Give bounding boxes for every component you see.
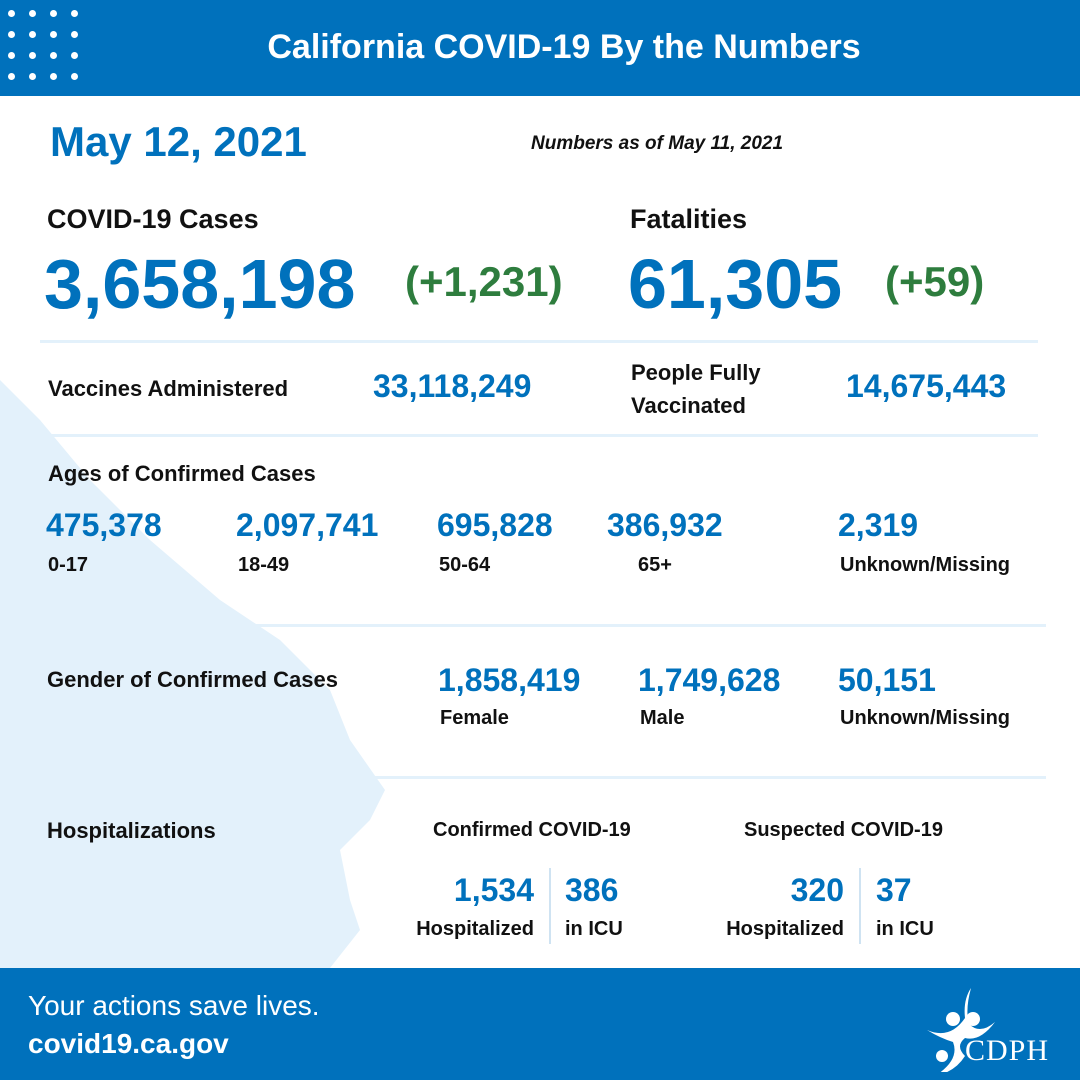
separator xyxy=(549,868,551,944)
vaccines-label: Vaccines Administered xyxy=(48,376,289,401)
suspected-icu-label: in ICU xyxy=(876,918,934,940)
dot xyxy=(50,52,57,59)
gender-label: Unknown/Missing xyxy=(840,707,1010,729)
fully-vaccinated-value: 14,675,443 xyxy=(846,368,1007,404)
ages-label: 18-49 xyxy=(238,554,290,576)
dot xyxy=(71,52,78,59)
footer-tagline: Your actions save lives. xyxy=(28,990,320,1021)
confirmed-hospitalized: 1,534 xyxy=(453,872,534,908)
cases-label: COVID-19 Cases xyxy=(47,204,259,234)
footer-url[interactable]: covid19.ca.gov xyxy=(28,1028,229,1059)
ages-value: 386,932 xyxy=(607,507,723,543)
cases-change: (+1,231) xyxy=(405,258,563,305)
ages-value: 2,319 xyxy=(838,507,919,543)
cdph-figures-icon xyxy=(927,988,995,1072)
fully-vaccinated-label-1: People Fully xyxy=(631,360,761,385)
vaccines-value: 33,118,249 xyxy=(373,368,532,404)
fatalities-value: 61,305 xyxy=(628,245,843,323)
cases-value: 3,658,198 xyxy=(44,245,356,323)
cdph-logo-text: CDPH xyxy=(965,1034,1050,1067)
confirmed-title: Confirmed COVID-19 xyxy=(433,819,631,841)
ages-value: 695,828 xyxy=(437,507,553,543)
divider xyxy=(40,434,1038,437)
dot xyxy=(8,31,15,38)
divider xyxy=(40,340,1038,343)
dot xyxy=(29,73,36,80)
gender-title: Gender of Confirmed Cases xyxy=(47,667,338,692)
gender-value: 50,151 xyxy=(838,662,936,698)
suspected-icu: 37 xyxy=(876,872,912,908)
confirmed-icu: 386 xyxy=(565,872,619,908)
dot xyxy=(8,73,15,80)
dot xyxy=(71,10,78,17)
dot xyxy=(8,52,15,59)
gender-value: 1,749,628 xyxy=(638,662,781,698)
dot xyxy=(50,73,57,80)
fatalities-label: Fatalities xyxy=(630,204,748,234)
suspected-title: Suspected COVID-19 xyxy=(744,819,943,841)
ages-value: 2,097,741 xyxy=(236,507,379,543)
gender-value: 1,858,419 xyxy=(438,662,581,698)
gender-label: Male xyxy=(640,707,685,729)
confirmed-hospitalized-label: Hospitalized xyxy=(416,918,534,940)
divider xyxy=(40,776,1046,779)
fully-vaccinated-label-2: Vaccinated xyxy=(631,393,746,418)
ages-title: Ages of Confirmed Cases xyxy=(48,461,316,486)
fatalities-change: (+59) xyxy=(885,258,985,305)
ages-label: 50-64 xyxy=(439,554,491,576)
ages-value: 475,378 xyxy=(46,507,162,543)
divider xyxy=(40,624,1046,627)
report-date: May 12, 2021 xyxy=(50,118,307,165)
gender-label: Female xyxy=(440,707,509,729)
as-of-note: Numbers as of May 11, 2021 xyxy=(531,133,784,154)
dot xyxy=(71,31,78,38)
hosp-title: Hospitalizations xyxy=(47,818,216,843)
ages-label: 65+ xyxy=(638,554,672,576)
ages-label: Unknown/Missing xyxy=(840,554,1010,576)
ages-label: 0-17 xyxy=(48,554,89,576)
separator xyxy=(859,868,861,944)
dot xyxy=(50,31,57,38)
cdph-logo: CDPH xyxy=(925,980,1055,1072)
dot xyxy=(50,10,57,17)
header-title: California COVID-19 By the Numbers xyxy=(267,28,861,66)
suspected-hospitalized-label: Hospitalized xyxy=(726,918,844,940)
confirmed-icu-label: in ICU xyxy=(565,918,623,940)
header-bar: California COVID-19 By the Numbers xyxy=(0,0,1080,96)
dot xyxy=(71,73,78,80)
dot xyxy=(29,31,36,38)
footer-bar: Your actions save lives. covid19.ca.gov … xyxy=(0,968,1080,1080)
california-map-background xyxy=(0,380,385,968)
dot xyxy=(29,10,36,17)
dot xyxy=(29,52,36,59)
dot xyxy=(8,10,15,17)
suspected-hospitalized: 320 xyxy=(790,872,844,908)
